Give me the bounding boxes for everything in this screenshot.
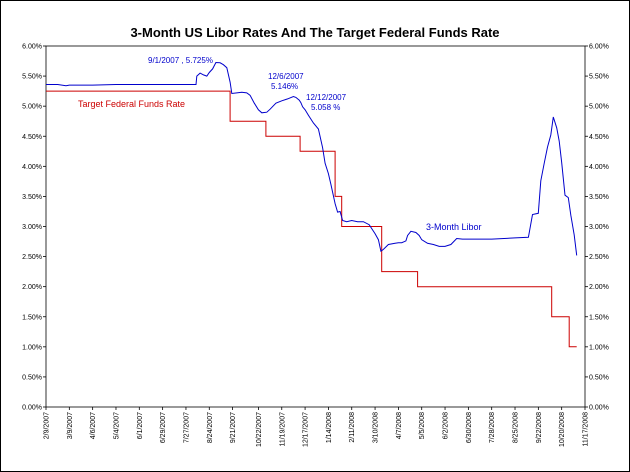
x-tick-label: 3/9/2007 <box>67 412 74 439</box>
y-tick-label-right: 6.00% <box>589 44 609 51</box>
y-tick-label-right: 4.50% <box>589 134 609 141</box>
annotation-peak-sep-2007: 9/1/2007 , 5.725% <box>148 56 213 65</box>
x-tick-label: 4/6/2007 <box>90 412 97 439</box>
x-tick-label: 8/25/2008 <box>513 412 520 443</box>
y-tick-label-left: 4.00% <box>22 164 42 171</box>
x-tick-label: 10/22/2007 <box>256 412 263 447</box>
x-tick-label: 1/14/2008 <box>326 412 333 443</box>
y-tick-label-left: 0.00% <box>22 405 42 412</box>
y-tick-label-right: 1.00% <box>589 344 609 351</box>
x-tick-label: 5/4/2007 <box>113 412 120 439</box>
y-tick-label-left: 1.00% <box>22 344 42 351</box>
x-tick-label: 2/11/2008 <box>349 412 356 443</box>
x-tick-label: 6/1/2007 <box>137 412 144 439</box>
y-tick-label-right: 1.50% <box>589 314 609 321</box>
x-tick-label: 10/20/2008 <box>559 412 566 447</box>
x-axis: 2/9/2007 3/9/2007 4/6/2007 5/4/2007 6/1/2007… <box>44 407 590 447</box>
y-tick-label-right: 5.00% <box>589 104 609 111</box>
y-tick-label-left: 0.50% <box>22 374 42 381</box>
x-tick-label: 6/2/2008 <box>443 412 450 439</box>
y-axis-left: 0.00% 0.50% 1.00% 1.50% 2.00% 2.50% 3.00% 3.50%… <box>22 44 46 412</box>
x-tick-label: 9/21/2007 <box>230 412 237 443</box>
y-tick-label-left: 2.00% <box>22 284 42 291</box>
y-tick-label-left: 3.50% <box>22 194 42 201</box>
y-tick-label-right: 4.00% <box>589 164 609 171</box>
series-3-month-libor-line <box>46 61 578 256</box>
annotation-dec-12-value: 5.058 % <box>311 103 340 112</box>
y-tick-label-left: 3.00% <box>22 224 42 231</box>
y-tick-label-left: 5.00% <box>22 104 42 111</box>
y-tick-label-left: 4.50% <box>22 134 42 141</box>
y-tick-label-right: 5.50% <box>589 74 609 81</box>
x-tick-label: 4/7/2008 <box>396 412 403 439</box>
x-tick-label: 8/24/2007 <box>207 412 214 443</box>
x-tick-label: 11/19/2007 <box>279 412 286 447</box>
y-tick-label-right: 3.50% <box>589 194 609 201</box>
y-tick-label-left: 2.50% <box>22 254 42 261</box>
chart-title: 3-Month US Libor Rates And The Target Fe… <box>130 25 499 40</box>
x-tick-label: 7/28/2008 <box>489 412 496 443</box>
y-axis-right: 0.00% 0.50% 1.00% 1.50% 2.00% 2.50% 3.00% 3.50%… <box>585 44 609 412</box>
x-tick-label: 3/10/2008 <box>373 412 380 443</box>
series-label-target-federal-funds-rate: Target Federal Funds Rate <box>78 99 185 109</box>
series-label-3-month-libor: 3-Month Libor <box>426 222 482 232</box>
x-tick-label: 12/17/2007 <box>303 412 310 447</box>
y-tick-label-left: 5.50% <box>22 74 42 81</box>
x-tick-label: 6/30/2008 <box>466 412 473 443</box>
x-tick-label: 6/29/2007 <box>160 412 167 443</box>
x-tick-label: 11/17/2008 <box>583 412 590 447</box>
y-tick-label-right: 3.00% <box>589 224 609 231</box>
y-tick-label-right: 2.00% <box>589 284 609 291</box>
y-tick-label-left: 6.00% <box>22 44 42 51</box>
x-tick-label: 7/27/2007 <box>183 412 190 443</box>
annotation-dec-6-date: 12/6/2007 <box>268 72 304 81</box>
annotation-dec-6-value: 5.146% <box>271 82 298 91</box>
y-tick-label-right: 0.00% <box>589 405 609 412</box>
x-tick-label: 5/5/2008 <box>419 412 426 439</box>
x-tick-label: 2/9/2007 <box>44 412 51 439</box>
y-tick-label-right: 0.50% <box>589 374 609 381</box>
y-tick-label-left: 1.50% <box>22 314 42 321</box>
annotation-dec-12-date: 12/12/2007 <box>306 93 347 102</box>
x-tick-label: 9/22/2008 <box>536 412 543 443</box>
y-tick-label-right: 2.50% <box>589 254 609 261</box>
series-target-federal-funds-rate-line <box>46 90 577 348</box>
